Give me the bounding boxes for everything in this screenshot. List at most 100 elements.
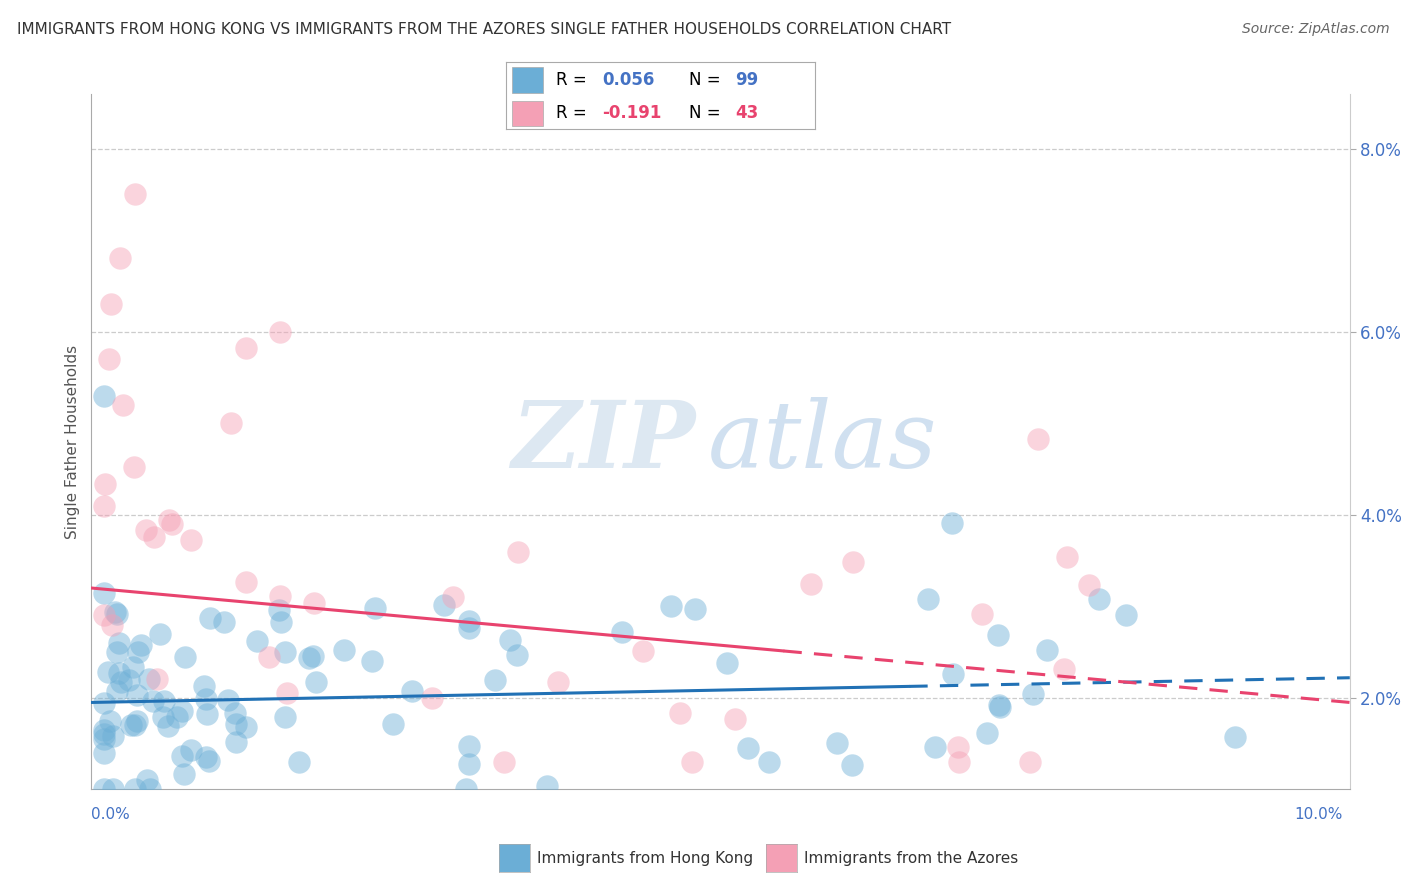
Point (110, 252, 132, 266)
Point (441, 590, 464, 604)
Point (127, 645, 149, 659)
Point (157, 513, 180, 527)
Point (94, 477, 117, 491)
Point (1056, 550, 1078, 565)
Point (180, 743, 202, 757)
Point (97, 665, 120, 679)
Point (333, 642, 356, 657)
Point (217, 693, 239, 707)
Point (659, 599, 682, 614)
Point (180, 533, 202, 548)
Point (946, 739, 969, 754)
Point (948, 755, 970, 769)
Point (172, 749, 194, 764)
Point (143, 530, 166, 544)
Point (152, 710, 174, 724)
Point (297, 651, 319, 665)
Point (93, 782, 115, 797)
Point (224, 706, 246, 720)
Point (118, 673, 141, 687)
Text: 0.056: 0.056 (602, 70, 654, 89)
Point (841, 758, 863, 772)
Point (221, 416, 243, 430)
Point (941, 516, 963, 530)
Point (269, 325, 291, 339)
Text: 10.0%: 10.0% (1295, 807, 1343, 822)
Point (93, 389, 115, 403)
Point (612, 624, 634, 639)
Point (270, 615, 292, 630)
Text: IMMIGRANTS FROM HONG KONG VS IMMIGRANTS FROM THE AZORES SINGLE FATHER HOUSEHOLDS: IMMIGRANTS FROM HONG KONG VS IMMIGRANTS … (17, 22, 950, 37)
Point (145, 672, 167, 686)
Point (225, 735, 247, 749)
Point (120, 718, 142, 732)
Text: R =: R = (555, 104, 592, 122)
Point (547, 675, 569, 690)
Point (274, 710, 297, 724)
Point (457, 756, 479, 771)
Text: atlas: atlas (709, 397, 938, 486)
Point (225, 717, 247, 731)
Point (93, 746, 115, 760)
Point (976, 726, 998, 740)
Text: N =: N = (689, 104, 725, 122)
Point (454, 782, 477, 797)
Point (124, 718, 146, 732)
FancyBboxPatch shape (512, 101, 543, 126)
Text: 0.0%: 0.0% (91, 807, 131, 822)
FancyBboxPatch shape (512, 67, 543, 93)
Text: N =: N = (689, 70, 725, 89)
Point (125, 714, 148, 729)
Point (93, 499, 115, 513)
Text: -0.191: -0.191 (602, 104, 661, 122)
Point (105, 607, 128, 621)
Point (153, 694, 176, 708)
Point (1053, 662, 1076, 676)
Point (101, 729, 124, 743)
Point (633, 644, 655, 658)
Point (716, 656, 738, 670)
Point (111, 398, 134, 412)
Point (924, 739, 946, 754)
Point (212, 615, 235, 629)
Point (138, 672, 160, 686)
Point (105, 683, 128, 698)
Text: Immigrants from Hong Kong: Immigrants from Hong Kong (537, 851, 754, 865)
Point (1088, 592, 1111, 607)
Point (499, 632, 522, 647)
Point (127, 688, 149, 702)
Point (139, 782, 162, 797)
Point (174, 650, 197, 665)
Point (681, 755, 703, 769)
Point (195, 692, 218, 706)
Point (195, 706, 218, 721)
Point (101, 782, 124, 797)
Text: 43: 43 (735, 104, 758, 122)
Point (108, 665, 131, 680)
Point (235, 720, 257, 734)
Point (101, 617, 124, 632)
Point (1036, 643, 1059, 657)
Point (105, 645, 128, 659)
Point (198, 754, 221, 768)
Text: ZIP: ZIP (512, 397, 696, 486)
Point (93, 586, 115, 600)
Point (142, 693, 165, 707)
Point (124, 187, 146, 202)
Point (122, 460, 145, 475)
Point (274, 644, 297, 658)
Point (235, 341, 257, 355)
Point (257, 650, 280, 665)
Point (492, 755, 515, 769)
Point (98, 714, 121, 728)
Point (276, 686, 298, 700)
Point (122, 660, 145, 674)
Point (364, 600, 387, 615)
Point (1026, 432, 1049, 446)
Point (93, 723, 115, 737)
Text: 99: 99 (735, 70, 758, 89)
Point (110, 674, 132, 689)
Point (842, 555, 865, 569)
Point (669, 706, 692, 720)
Point (825, 736, 848, 750)
